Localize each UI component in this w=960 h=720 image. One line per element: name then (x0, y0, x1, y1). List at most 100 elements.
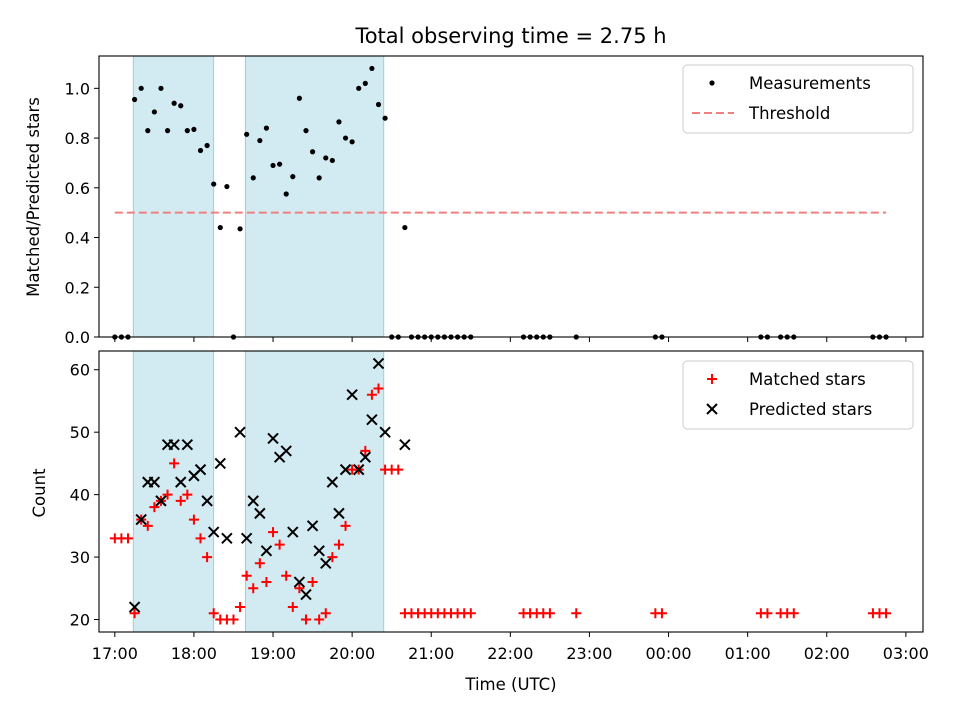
bottom-x-axis-label: Time (UTC) (464, 675, 556, 694)
predicted-star-point (326, 476, 339, 488)
measurement-point (211, 181, 217, 187)
measurement-point (250, 175, 256, 181)
x-tick-label: 20:00 (329, 644, 375, 663)
measurement-point (303, 128, 309, 134)
matched-star-point (162, 489, 173, 500)
measurement-point (164, 128, 171, 134)
x-tick-label: 00:00 (645, 644, 691, 663)
y-tick-label: 30 (70, 548, 90, 567)
matched-star-point (373, 383, 384, 394)
predicted-star-point (254, 507, 266, 520)
top-legend: Measurements Threshold (682, 64, 914, 134)
predicted-star-point (240, 532, 253, 545)
matched-star-point (788, 608, 799, 619)
bottom-axes-frame (98, 350, 924, 633)
bottom-y-axis-label: Count (30, 468, 49, 518)
x-tick-label: 03:00 (883, 644, 929, 663)
matched-star-point (123, 533, 134, 544)
predicted-star-point (346, 389, 358, 401)
x-tick-label: 19:00 (250, 644, 296, 663)
measurement-point (277, 161, 283, 167)
predicted-star-point (181, 438, 194, 451)
predicted-star-point (280, 445, 292, 457)
measurement-point (402, 224, 408, 231)
bottom-series (109, 357, 892, 625)
shaded-interval-1 (132, 55, 215, 338)
measurement-point (316, 175, 322, 181)
measurement-point (270, 162, 276, 169)
predicted-star-point (267, 432, 279, 445)
y-tick-label: 50 (70, 423, 90, 442)
matched-star-point (360, 445, 371, 456)
measurement-point (145, 128, 151, 134)
measurement-point (323, 155, 329, 161)
matched-star-point (340, 520, 351, 531)
predicted-star-point (320, 557, 332, 570)
measurement-point (362, 80, 368, 86)
measurement-point (296, 95, 302, 101)
measurement-point (309, 149, 316, 155)
predicted-star-point (214, 457, 227, 470)
measurement-point (184, 128, 190, 134)
predicted-star-point (221, 532, 233, 545)
y-tick-label: 1.0 (65, 79, 90, 98)
matched-star-point (235, 602, 246, 613)
top-panel: 0.0 0.2 0.4 0.6 0.8 1.0 Total observing time … (24, 24, 924, 347)
matched-star-point (281, 570, 292, 581)
x-tick-label: 02:00 (804, 644, 850, 663)
matched-star-point (208, 608, 219, 619)
matched-star-point (333, 539, 344, 550)
predicted-star-point (366, 413, 378, 426)
x-tick-label: 18:00 (171, 644, 217, 663)
y-tick-label: 0.8 (65, 129, 90, 148)
matched-star-point (261, 577, 272, 588)
matched-star-point (300, 614, 311, 625)
top-axes-frame (98, 55, 924, 338)
predicted-star-point (168, 438, 180, 451)
matched-star-point (762, 608, 773, 619)
predicted-star-point (194, 463, 207, 476)
measurement-point (131, 96, 138, 103)
matched-star-point (182, 489, 193, 500)
top-y-axis-label: Matched/Predicted stars (24, 97, 43, 297)
matched-star-point (287, 602, 298, 613)
predicted-star-point (175, 476, 187, 488)
x-tick-label: 01:00 (725, 644, 771, 663)
y-tick-label: 0.4 (65, 229, 90, 248)
measurement-point (237, 226, 243, 232)
legend-predicted-swatch (706, 403, 718, 415)
x-tick-label: 23:00 (566, 644, 612, 663)
matched-star-point (149, 502, 160, 513)
matched-star-point (294, 583, 305, 594)
matched-star-point (188, 514, 199, 525)
y-tick-label: 20 (70, 611, 90, 630)
matched-star-point (544, 608, 555, 619)
predicted-star-point (313, 545, 325, 557)
matched-star-point (274, 539, 285, 550)
matched-star-point (320, 608, 331, 619)
measurement-point (382, 115, 388, 121)
matched-star-point (881, 608, 892, 619)
measurement-point (257, 137, 263, 144)
matched-star-point (142, 520, 153, 531)
legend-label: Matched stars (749, 370, 866, 389)
measurement-point (336, 119, 342, 125)
y-tick-label: 0.0 (65, 328, 90, 347)
predicted-star-point (234, 426, 246, 438)
matched-star-point (254, 558, 265, 569)
y-tick-label: 60 (70, 361, 90, 380)
measurement-point (283, 191, 289, 197)
matched-star-point (366, 389, 377, 400)
y-tick-label: 0.2 (65, 278, 90, 297)
measurement-point (244, 131, 250, 137)
legend-box (682, 360, 914, 430)
top-shaded-intervals (132, 55, 385, 338)
matched-star-point (465, 608, 476, 619)
predicted-star-point (201, 495, 213, 507)
bottom-shaded-intervals (132, 350, 385, 633)
x-tick-label: 17:00 (92, 644, 138, 663)
predicted-star-point (260, 545, 273, 557)
matched-star-point (314, 614, 325, 625)
matched-star-point (571, 608, 582, 619)
